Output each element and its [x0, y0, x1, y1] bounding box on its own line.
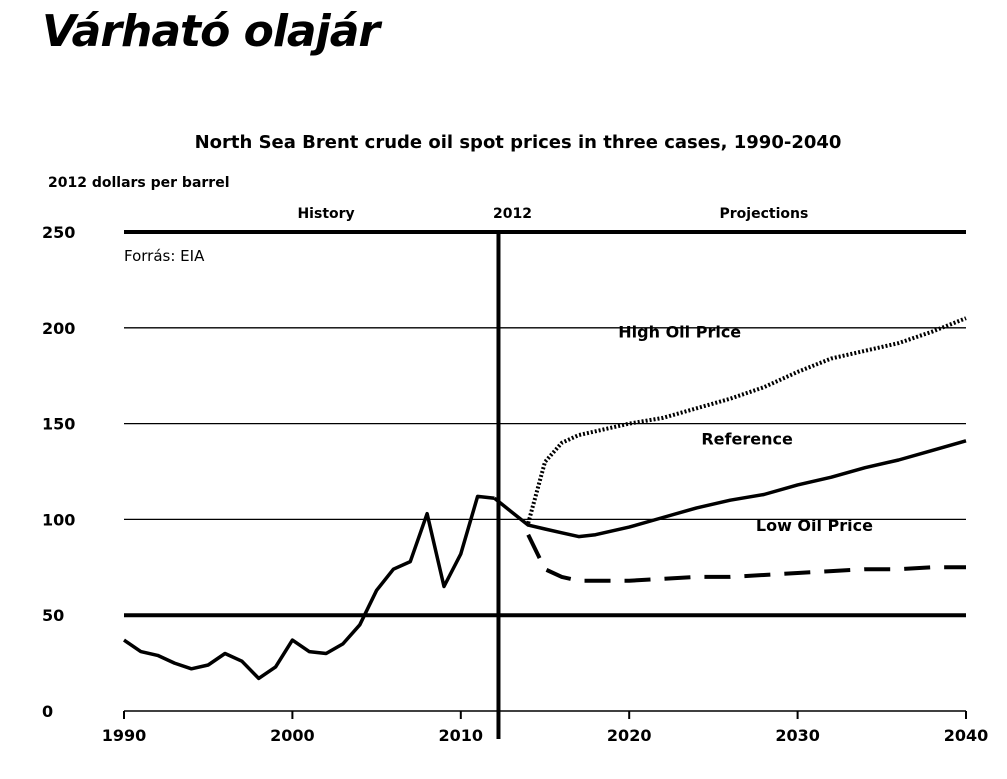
y-tick-label: 150	[42, 415, 75, 434]
label-layer: 0 50 100 150 200 250 1990 2000 2010 2020 2030 2040 2…	[42, 206, 988, 745]
x-tick-label: 1990	[102, 726, 147, 745]
region-label: Projections	[720, 206, 809, 222]
chart-title: North Sea Brent crude oil spot prices in…	[195, 132, 842, 153]
series-label: Low Oil Price	[756, 516, 873, 535]
x-tick-label: 2030	[775, 726, 820, 745]
region-label: History	[297, 206, 354, 222]
series-reference	[493, 439, 967, 539]
page-headline: Várható olajár	[42, 6, 380, 57]
y-axis-label: 2012 dollars per barrel	[48, 175, 230, 191]
y-tick-label: 0	[42, 702, 53, 721]
x-tick-label: 2010	[439, 726, 484, 745]
divider-label: 2012	[493, 206, 532, 222]
x-tick-label: 2040	[944, 726, 989, 745]
y-tick-label: 50	[42, 606, 64, 625]
grid-layer	[123, 230, 967, 739]
series-history	[123, 494, 495, 681]
series-low-oil-price	[526, 533, 966, 583]
x-tick-label: 2000	[270, 726, 315, 745]
y-tick-label: 100	[42, 510, 75, 529]
series-high-oil-price	[526, 316, 967, 524]
x-tick-label: 2020	[607, 726, 652, 745]
source-note: Forrás: EIA	[124, 247, 205, 265]
series-label: Reference	[701, 430, 793, 449]
series-label: High Oil Price	[618, 322, 741, 341]
y-tick-label: 250	[42, 223, 75, 242]
series-layer	[123, 316, 967, 681]
y-tick-label: 200	[42, 319, 75, 338]
